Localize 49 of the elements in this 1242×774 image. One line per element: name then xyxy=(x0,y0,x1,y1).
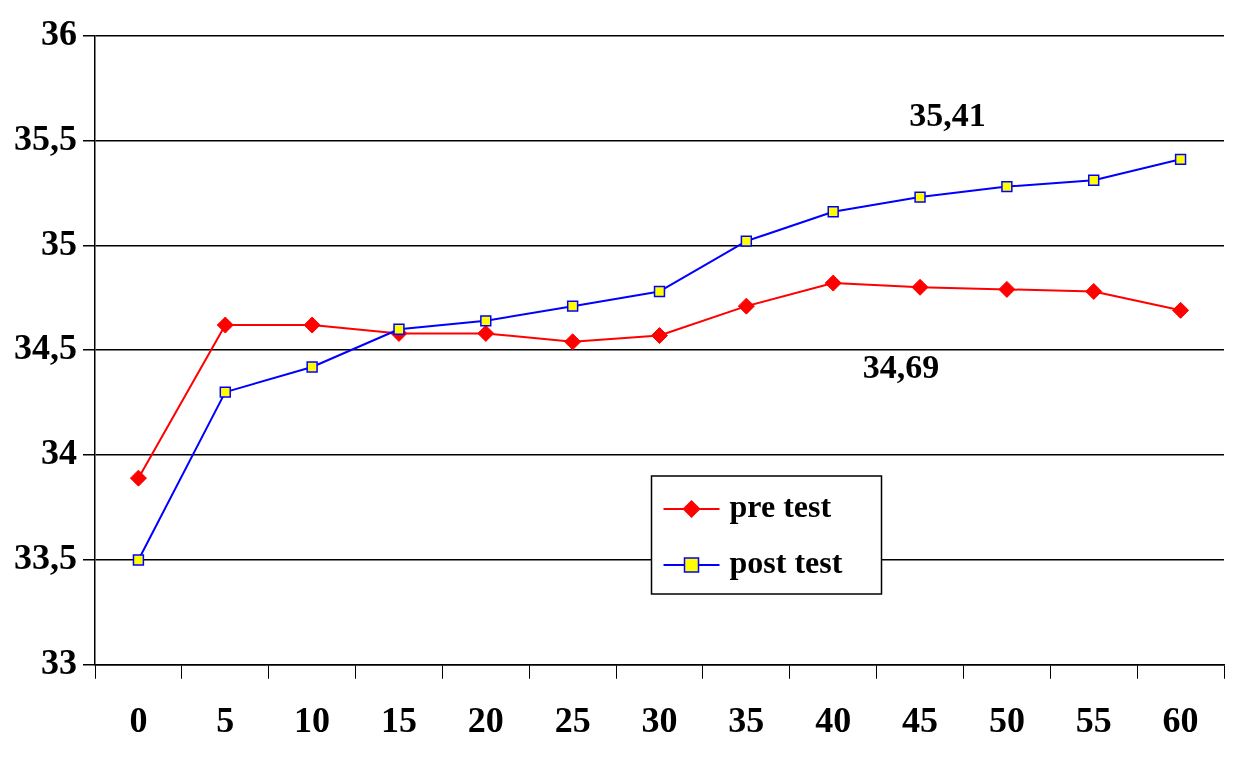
x-tick-label: 25 xyxy=(554,699,591,740)
x-tick-label: 35 xyxy=(728,699,765,740)
x-tick-label: 0 xyxy=(129,699,148,740)
x-tick-label: 20 xyxy=(467,699,504,740)
point xyxy=(911,278,929,296)
point xyxy=(653,285,666,298)
x-tick-label: 45 xyxy=(902,699,939,740)
point xyxy=(219,386,231,398)
point xyxy=(306,361,318,373)
x-tick-label: 30 xyxy=(641,699,678,740)
y-tick-label: 34,5 xyxy=(14,327,77,368)
point xyxy=(1085,282,1103,300)
y-tick-label: 35 xyxy=(41,222,77,263)
point xyxy=(740,235,753,247)
point xyxy=(998,280,1016,298)
point xyxy=(1172,301,1190,319)
y-tick-label: 34 xyxy=(41,432,77,473)
point xyxy=(827,206,839,218)
x-tick-label: 50 xyxy=(988,699,1025,740)
point xyxy=(129,469,147,487)
point xyxy=(914,191,926,203)
legend-label: pre test xyxy=(729,488,832,525)
x-tick-label: 10 xyxy=(294,699,331,740)
point xyxy=(737,297,755,315)
y-tick-label: 35,5 xyxy=(14,117,77,158)
y-tick-label: 33,5 xyxy=(14,537,77,578)
annotation: 35,41 xyxy=(909,96,986,134)
point xyxy=(477,324,495,342)
legend-label: post test xyxy=(729,544,843,581)
x-tick-label: 5 xyxy=(216,699,235,740)
annotation: 34,69 xyxy=(862,347,940,385)
x-tick-label: 55 xyxy=(1075,699,1112,740)
point xyxy=(1001,180,1013,193)
point xyxy=(1088,174,1100,187)
point xyxy=(480,315,492,327)
point xyxy=(566,300,579,312)
point xyxy=(824,274,842,292)
x-tick-label: 40 xyxy=(815,699,852,740)
point xyxy=(216,316,234,334)
point xyxy=(132,554,145,566)
x-tick-label: 15 xyxy=(380,699,417,740)
y-tick-label: 36 xyxy=(41,12,77,53)
point xyxy=(1174,153,1187,166)
x-tick-label: 60 xyxy=(1162,699,1199,740)
y-tick-label: 33 xyxy=(41,642,77,683)
point xyxy=(651,327,668,345)
point xyxy=(303,316,321,334)
point xyxy=(564,333,582,351)
point xyxy=(393,323,405,335)
